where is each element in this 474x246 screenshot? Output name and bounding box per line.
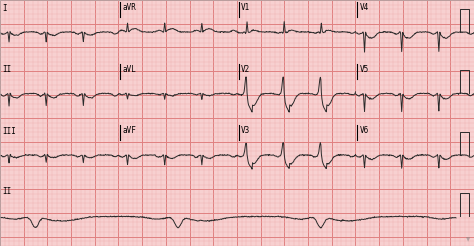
Text: V1: V1 bbox=[241, 3, 250, 12]
Text: I: I bbox=[2, 4, 7, 13]
Text: V6: V6 bbox=[359, 126, 369, 135]
Text: aVF: aVF bbox=[122, 126, 137, 135]
Text: V3: V3 bbox=[241, 126, 250, 135]
Text: aVR: aVR bbox=[122, 3, 137, 12]
Text: V5: V5 bbox=[359, 64, 369, 74]
Text: V2: V2 bbox=[241, 64, 250, 74]
Text: ▼: ▼ bbox=[466, 237, 470, 242]
Text: V4: V4 bbox=[359, 3, 369, 12]
Text: II: II bbox=[2, 187, 11, 197]
Text: aVL: aVL bbox=[122, 64, 137, 74]
Text: III: III bbox=[2, 127, 16, 136]
Text: II: II bbox=[2, 65, 11, 75]
